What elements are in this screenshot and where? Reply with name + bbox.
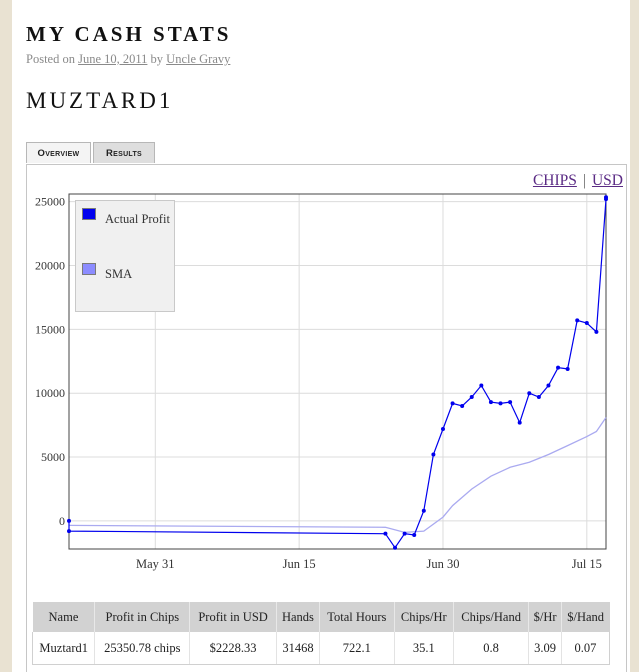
col-name: Name	[32, 602, 95, 632]
col-profit-usd: Profit in USD	[189, 602, 277, 632]
data-point-actual-profit	[479, 383, 484, 388]
legend-swatch-sma	[82, 263, 96, 275]
chart-legend: Actual Profit SMA	[75, 200, 175, 312]
data-point-actual-profit	[517, 420, 522, 425]
x-tick-label: Jun 15	[283, 557, 316, 571]
cell-name: Muztard1	[31, 632, 95, 665]
tab-results[interactable]: Results	[93, 142, 155, 163]
stats-header-row: Name Profit in Chips Profit in USD Hands…	[32, 602, 610, 632]
data-point-actual-profit	[393, 545, 398, 550]
col-profit-chips: Profit in Chips	[94, 602, 190, 632]
tab-panel	[26, 164, 627, 672]
posted-on-label: Posted on	[26, 52, 75, 66]
col-chips-hand: Chips/Hand	[452, 602, 529, 632]
data-point-actual-profit	[527, 391, 532, 396]
x-tick-label: Jun 30	[426, 557, 459, 571]
data-point-actual-profit	[604, 195, 608, 200]
data-point-actual-profit	[565, 366, 570, 371]
data-point-actual-profit	[575, 318, 580, 323]
legend-swatch-actual-profit	[82, 208, 96, 220]
y-axis-ticks: 0 5000 10000 15000 20000 25000	[35, 195, 65, 528]
data-point-actual-profit	[450, 401, 455, 406]
data-point-actual-profit	[469, 395, 474, 400]
chips-link[interactable]: CHIPS	[532, 172, 577, 189]
data-point-actual-profit	[546, 383, 551, 388]
data-point-actual-profit	[402, 531, 407, 536]
post-title: MY CASH STATS	[26, 22, 232, 46]
series-line-sma	[68, 417, 607, 534]
y-tick-label: 0	[59, 514, 65, 528]
player-name: MUZTARD1	[26, 88, 174, 113]
data-point-actual-profit	[460, 403, 465, 408]
x-tick-label: May 31	[136, 557, 175, 571]
col-total-hours: Total Hours	[318, 602, 395, 632]
cell-total-hours: 722.1	[318, 632, 395, 665]
y-tick-label: 25000	[35, 195, 65, 209]
data-point-actual-profit	[67, 518, 71, 523]
data-point-actual-profit	[431, 452, 436, 457]
by-label: by	[150, 52, 164, 66]
post-date-link[interactable]: June 10, 2011	[78, 52, 148, 66]
data-point-actual-profit	[488, 400, 493, 405]
plot-border	[68, 193, 607, 550]
data-point-actual-profit	[594, 329, 599, 334]
chart-series	[67, 195, 608, 550]
x-tick-label: Jul 15	[572, 557, 602, 571]
col-usd-hand: $/Hand	[560, 602, 610, 632]
post-container: MY CASH STATS Posted on June 10, 2011 by…	[12, 0, 630, 672]
cell-profit-chips: 25350.78 chips	[94, 632, 190, 665]
cell-hands: 31468	[275, 632, 320, 665]
usd-link[interactable]: USD	[591, 172, 623, 189]
legend-label-actual-profit: Actual Profit	[105, 212, 170, 226]
y-tick-label: 15000	[35, 322, 65, 336]
cell-usd-hr: 3.09	[528, 632, 562, 665]
legend-label-sma: SMA	[105, 267, 133, 281]
data-point-actual-profit	[383, 531, 388, 536]
data-point-actual-profit	[556, 365, 561, 370]
data-point-actual-profit	[421, 508, 426, 513]
cell-usd-hand: 0.07	[560, 632, 611, 665]
cell-chips-hand: 0.8	[452, 632, 529, 665]
col-usd-hr: $/Hr	[528, 602, 562, 632]
data-point-actual-profit	[440, 426, 445, 431]
data-point-actual-profit	[508, 400, 513, 405]
post-sheet	[12, 0, 630, 672]
post-meta: Posted on June 10, 2011 by Uncle Gravy	[26, 52, 230, 67]
data-point-actual-profit	[584, 320, 589, 325]
unit-separator: |	[582, 172, 586, 189]
y-tick-label: 5000	[41, 450, 65, 464]
data-point-actual-profit	[498, 401, 503, 406]
author-link[interactable]: Uncle Gravy	[166, 52, 231, 66]
cell-profit-usd: $2228.33	[189, 632, 277, 665]
col-hands: Hands	[275, 602, 320, 632]
col-chips-hr: Chips/Hr	[393, 602, 454, 632]
data-point-actual-profit	[67, 529, 71, 534]
y-tick-label: 20000	[35, 259, 65, 273]
unit-switcher: CHIPS | USD	[533, 172, 623, 190]
data-point-actual-profit	[536, 395, 541, 400]
cell-chips-hr: 35.1	[393, 632, 454, 665]
table-row: Muztard1 25350.78 chips $2228.33 31468 7…	[31, 632, 611, 665]
data-point-actual-profit	[412, 532, 417, 537]
y-tick-label: 10000	[35, 386, 65, 400]
x-axis-ticks: May 31 Jun 15 Jun 30 Jul 15	[136, 557, 602, 571]
stats-table: Name Profit in Chips Profit in USD Hands…	[31, 602, 611, 665]
tab-overview[interactable]: Overview	[26, 142, 91, 163]
